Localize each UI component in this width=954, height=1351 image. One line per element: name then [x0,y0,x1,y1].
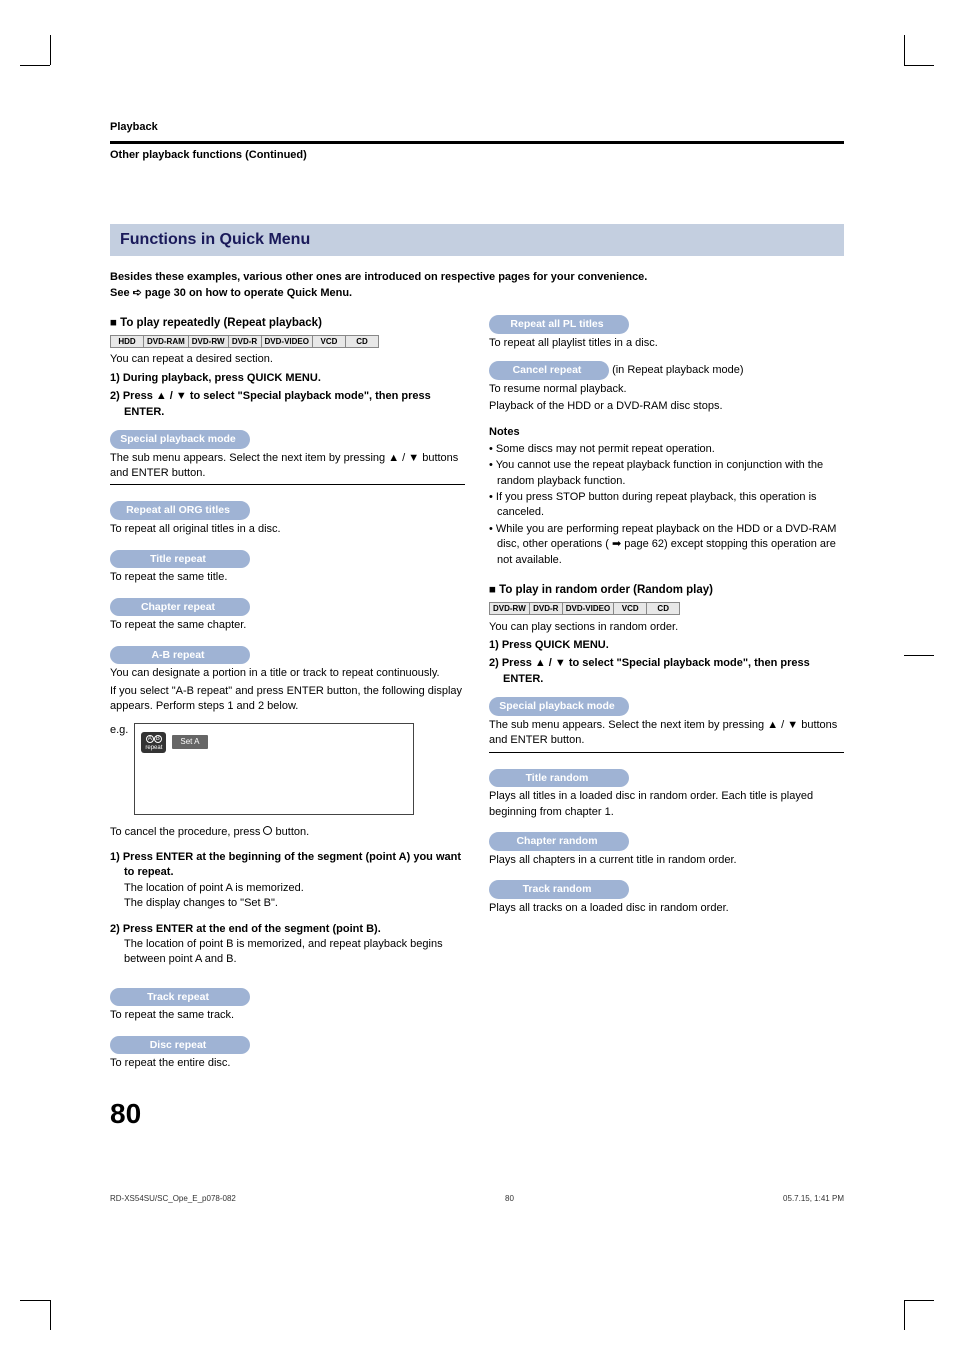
cancel-repeat-inline: (in Repeat playback mode) [612,364,743,376]
track-repeat-desc: To repeat the same track. [110,1008,465,1023]
square-bullet-icon: ■ [110,317,120,329]
repeat-heading: ■ To play repeatedly (Repeat playback) [110,315,465,331]
pill-repeat-pl: Repeat all PL titles [489,315,629,334]
chapter-repeat-desc: To repeat the same chapter. [110,618,465,633]
pill-title-random: Title random [489,769,629,788]
repeat-step2: 2) Press ▲ / ▼ to select "Special playba… [110,389,465,420]
right-column: Repeat all PL titles To repeat all playl… [489,315,844,1074]
note-4: • While you are performing repeat playba… [489,522,844,568]
footer-right: 05.7.15, 1:41 PM [783,1193,844,1204]
square-bullet-icon: ■ [489,584,499,596]
note-3: • If you press STOP button during repeat… [489,490,844,521]
pill-title-repeat: Title repeat [110,550,250,569]
chapter-random-desc: Plays all chapters in a current title in… [489,853,844,868]
cancel-desc2: Playback of the HDD or a DVD-RAM disc st… [489,399,844,414]
ab-desc2: If you select "A-B repeat" and press ENT… [110,684,465,715]
cancel-desc1: To resume normal playback. [489,382,844,397]
intro-page-ref: page 30 on how to operate Quick Menu. [145,287,352,299]
badge-dvdr: DVD-R [228,335,262,348]
pill-track-random: Track random [489,880,629,899]
badge-vcd: VCD [312,335,346,348]
special-desc: The sub menu appears. Select the next it… [110,451,465,482]
note-2: • You cannot use the repeat playback fun… [489,458,844,489]
ab-step2b: The location of point B is memorized, an… [110,937,465,968]
cancel-procedure: To cancel the procedure, press button. [110,825,465,840]
random-intro: You can play sections in random order. [489,620,844,635]
pill-cancel-repeat: Cancel repeat [489,361,609,380]
pill-track-repeat: Track repeat [110,988,250,1007]
badge-dvdrw: DVD-RW [489,602,530,615]
page-category: Playback [110,120,844,135]
notes-heading: Notes [489,425,844,440]
eg-label: e.g. [110,723,128,738]
header-divider [110,141,844,144]
pill-ab-repeat: A-B repeat [110,646,250,665]
badge-dvdr: DVD-R [529,602,563,615]
section-title: Functions in Quick Menu [110,224,844,256]
repeat-step1: 1) During playback, press QUICK MENU. [110,371,465,386]
intro-line1: Besides these examples, various other on… [110,271,647,283]
pill-chapter-repeat: Chapter repeat [110,598,250,617]
repeat-intro: You can repeat a desired section. [110,352,465,367]
repeat-org-desc: To repeat all original titles in a disc. [110,522,465,537]
track-random-desc: Plays all tracks on a loaded disc in ran… [489,901,844,916]
random-step2: 2) Press ▲ / ▼ to select "Special playba… [489,656,844,687]
ab-step1: 1) Press ENTER at the beginning of the s… [110,850,465,881]
ab-step2: 2) Press ENTER at the end of the segment… [110,922,465,937]
media-badges-repeat: HDDDVD-RAMDVD-RWDVD-RDVD-VIDEOVCDCD [110,334,465,349]
badge-dvdram: DVD-RAM [143,335,189,348]
osd-display: AB repeat Set A [134,723,414,815]
footer-center: 80 [505,1193,514,1204]
badge-dvdvideo: DVD-VIDEO [261,335,313,348]
pill-disc-repeat: Disc repeat [110,1036,250,1055]
badge-vcd: VCD [613,602,647,615]
special-desc-2: The sub menu appears. Select the next it… [489,718,844,749]
intro-see: See [110,287,133,299]
badge-hdd: HDD [110,335,144,348]
random-step1: 1) Press QUICK MENU. [489,638,844,653]
rule [110,484,465,485]
badge-dvdrw: DVD-RW [188,335,229,348]
arrow-icon: ➪ [133,287,142,299]
note-1: • Some discs may not permit repeat opera… [489,442,844,457]
pill-repeat-org: Repeat all ORG titles [110,501,250,520]
random-heading: ■ To play in random order (Random play) [489,582,844,598]
repeat-pl-desc: To repeat all playlist titles in a disc. [489,336,844,351]
footer-left: RD-XS54SU/SC_Ope_E_p078-082 [110,1193,236,1204]
osd-set-a: Set A [172,735,207,748]
ab-repeat-icon: AB repeat [141,732,166,753]
badge-cd: CD [345,335,379,348]
badge-dvdvideo: DVD-VIDEO [562,602,614,615]
rule [489,752,844,753]
title-random-desc: Plays all titles in a loaded disc in ran… [489,789,844,820]
left-column: ■ To play repeatedly (Repeat playback) H… [110,315,465,1074]
pill-special-playback: Special playback mode [110,430,250,449]
badge-cd: CD [646,602,680,615]
title-repeat-desc: To repeat the same title. [110,570,465,585]
ab-step1c: The display changes to "Set B". [110,896,465,911]
pill-special-playback-2: Special playback mode [489,697,629,716]
intro-text: Besides these examples, various other on… [110,270,844,301]
continued-label: Other playback functions (Continued) [110,148,844,163]
page-number: 80 [110,1094,844,1133]
media-badges-random: DVD-RWDVD-RDVD-VIDEOVCDCD [489,601,844,616]
footer: RD-XS54SU/SC_Ope_E_p078-082 80 05.7.15, … [110,1193,844,1204]
pill-chapter-random: Chapter random [489,832,629,851]
ab-step1b: The location of point A is memorized. [110,881,465,896]
disc-repeat-desc: To repeat the entire disc. [110,1056,465,1071]
ab-desc1: You can designate a portion in a title o… [110,666,465,681]
